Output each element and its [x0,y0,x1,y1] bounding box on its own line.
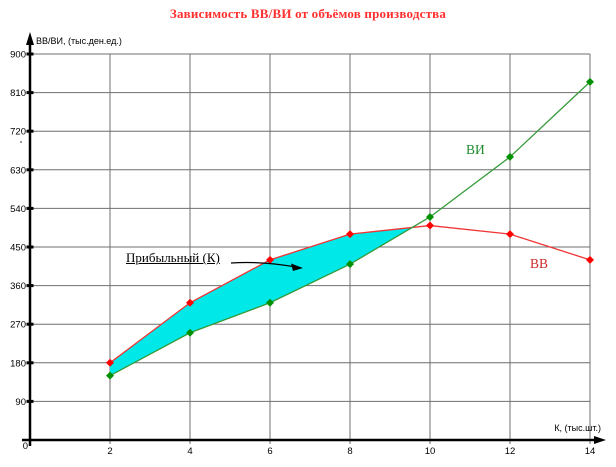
y-tick-mark [26,168,34,172]
data-point-вв [186,298,194,307]
profit-region-annotation: Прибыльный (К) [126,250,220,265]
y-tick-label: 630 [10,165,26,176]
y-tick-label: 810 [10,88,26,99]
y-tick-label: 540 [10,204,26,215]
x-tick-label: 14 [585,446,596,457]
annotation-arrowhead [291,263,303,271]
x-axis-arrowhead [594,436,606,444]
x-tick-label: 6 [267,446,272,457]
y-tick-mark [26,245,34,249]
y-tick-mark [26,52,34,56]
data-point-ви [106,371,114,380]
y-tick-label: 180 [10,358,26,369]
y-tick-mark [26,206,34,210]
y-tick-label: 720 [10,127,26,138]
axes [22,40,597,446]
y-tick-label: 450 [10,243,26,254]
y-tick-mark [26,129,34,133]
x-tick-label: 2 [107,446,112,457]
x-tick-label: 8 [347,446,352,457]
x-tick-label: 4 [187,446,192,457]
data-point-ви [186,328,194,337]
data-point-вв [106,358,114,367]
data-point-вв [266,255,274,264]
x-axis-title: К, (тыс.шт.) [554,423,601,433]
stray-dot [20,141,22,143]
x-tick-label: 10 [425,446,436,457]
y-tick-label: 900 [10,50,26,61]
data-point-ви [586,77,594,86]
y-axis-title: ВВ/ВИ, (тыс.ден.ед.) [36,36,122,46]
y-tick-label: 360 [10,281,26,292]
data-point-ви [506,152,514,161]
data-point-вв [506,230,514,239]
y-axis-arrowhead [26,32,34,45]
origin-label: 0 [23,441,28,452]
series-label-vi: ВИ [466,142,485,157]
annotation-arrow [230,261,297,268]
y-tick-mark [26,399,34,403]
y-tick-mark [26,361,34,365]
data-point-вв [426,221,434,230]
data-point-ви [346,260,354,269]
chart-title: Зависимость ВВ/ВИ от объёмов производств… [169,6,447,21]
data-point-ви [426,212,434,221]
y-tick-mark [26,284,34,288]
data-point-вв [586,255,594,264]
data-point-ви [266,298,274,307]
x-tick-label: 12 [505,446,516,457]
y-tick-label: 270 [10,320,26,331]
y-tick-label: 90 [15,397,26,408]
profit-region-fill [110,227,413,376]
y-tick-mark [26,91,34,95]
series-label-vv: ВВ [530,256,549,271]
data-point-вв [346,230,354,239]
y-tick-mark [26,322,34,326]
